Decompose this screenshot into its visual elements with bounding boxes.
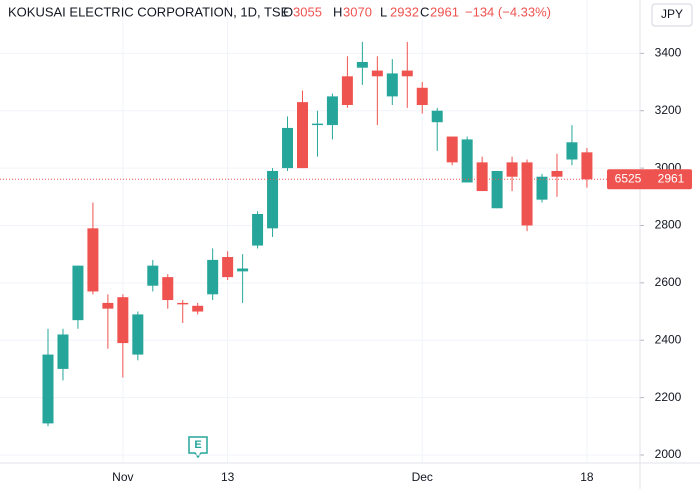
tag-label: 6525 bbox=[615, 171, 642, 185]
last-price-tag bbox=[607, 169, 692, 190]
candle-body bbox=[102, 302, 114, 309]
candle-body bbox=[356, 61, 368, 68]
candle-body bbox=[386, 73, 398, 97]
ohlc-letter: L bbox=[380, 4, 387, 19]
candle-body bbox=[207, 259, 219, 295]
candle-body bbox=[521, 162, 533, 226]
y-tick-label: 2400 bbox=[655, 332, 682, 346]
candle-body bbox=[416, 87, 428, 105]
x-tick-label: Dec bbox=[412, 470, 433, 484]
y-tick-label: 2200 bbox=[655, 390, 682, 404]
candle-body bbox=[222, 257, 234, 278]
candle-body bbox=[341, 76, 353, 105]
candle-body bbox=[506, 162, 518, 177]
candle-body bbox=[581, 152, 593, 180]
ohlc-letter: C bbox=[420, 4, 429, 19]
candle-body bbox=[401, 70, 413, 77]
ohlc-letter: H bbox=[333, 4, 342, 19]
candle-body bbox=[237, 268, 249, 272]
x-tick-label: 13 bbox=[221, 470, 235, 484]
x-tick-label: 18 bbox=[580, 470, 594, 484]
candle-body bbox=[491, 170, 503, 209]
candle-body bbox=[117, 297, 129, 344]
currency-label: JPY bbox=[661, 7, 683, 21]
candle-body bbox=[446, 136, 458, 163]
change-label: −134 (−4.33%) bbox=[465, 4, 551, 19]
candle-body bbox=[536, 176, 548, 200]
candle-body bbox=[476, 162, 488, 192]
ohlc-value: 2932 bbox=[390, 4, 419, 19]
y-tick-label: 2800 bbox=[655, 218, 682, 232]
symbol-title: KOKUSAI ELECTRIC CORPORATION, 1D, TSE bbox=[8, 4, 290, 19]
y-tick-label: 3200 bbox=[655, 103, 682, 117]
ohlc-value: 3055 bbox=[293, 4, 322, 19]
y-tick-label: 3400 bbox=[655, 46, 682, 60]
earnings-marker[interactable]: E bbox=[188, 436, 208, 459]
candle-body bbox=[42, 354, 54, 424]
candle-body bbox=[431, 110, 443, 123]
candle-body bbox=[296, 102, 308, 169]
candle-body bbox=[326, 96, 338, 126]
candle-body bbox=[551, 170, 563, 177]
candle-body bbox=[177, 302, 189, 305]
y-tick-label: 2600 bbox=[655, 275, 682, 289]
candle-body bbox=[461, 139, 473, 183]
candle-body bbox=[311, 123, 323, 126]
last-price-label: 2961 bbox=[658, 171, 685, 185]
currency-box[interactable] bbox=[651, 3, 693, 27]
candle-body bbox=[132, 314, 144, 355]
y-tick-label: 2000 bbox=[655, 447, 682, 461]
candle-body bbox=[72, 265, 84, 321]
candle-body bbox=[282, 127, 294, 169]
x-tick-label: Nov bbox=[112, 470, 133, 484]
ohlc-value: 3070 bbox=[343, 4, 372, 19]
ohlc-value: 2961 bbox=[430, 4, 459, 19]
candle-body bbox=[252, 214, 264, 246]
candle-body bbox=[87, 228, 99, 292]
candle-body bbox=[267, 170, 279, 229]
candle-body bbox=[162, 277, 174, 301]
candle-body bbox=[566, 142, 578, 160]
candle-body bbox=[371, 70, 383, 77]
candle-body bbox=[192, 305, 204, 312]
candle-body bbox=[147, 265, 159, 286]
earnings-label: E bbox=[194, 439, 201, 451]
ohlc-letter: O bbox=[283, 4, 293, 19]
candle-body bbox=[57, 334, 69, 369]
